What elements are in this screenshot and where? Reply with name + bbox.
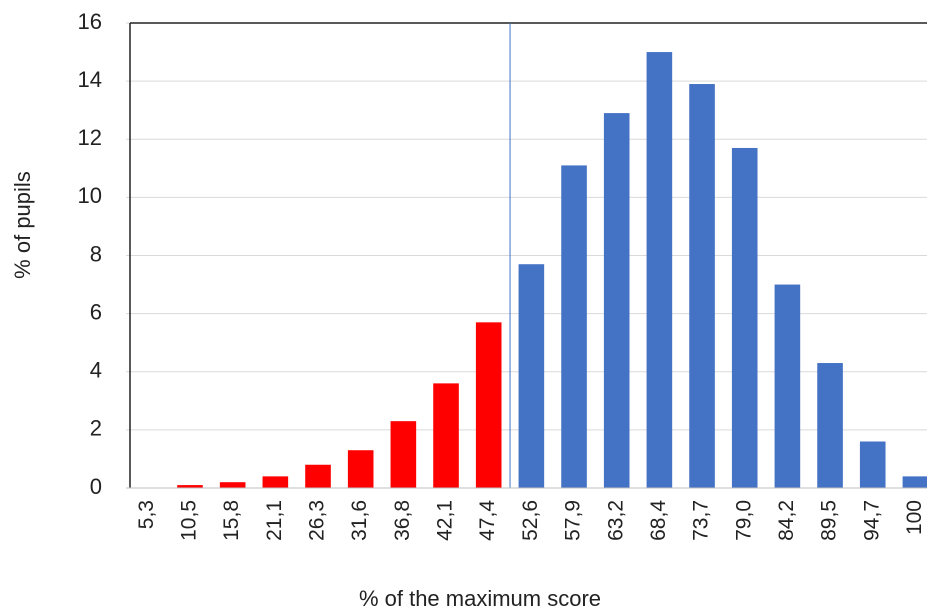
- bar: [518, 264, 545, 488]
- bar: [646, 52, 673, 488]
- bar: [390, 421, 417, 488]
- bar: [774, 284, 801, 488]
- x-tick-label: 31,6: [348, 500, 371, 541]
- bar: [475, 322, 502, 488]
- x-axis-title: % of the maximum score: [359, 586, 601, 611]
- y-tick-label: 10: [78, 183, 102, 208]
- y-tick-label: 4: [90, 358, 102, 383]
- bar: [219, 482, 246, 488]
- bar: [177, 485, 203, 488]
- bar: [347, 450, 374, 488]
- y-tick-label: 16: [78, 9, 102, 34]
- y-tick-label: 12: [78, 125, 102, 150]
- y-tick-label: 2: [90, 416, 102, 441]
- x-tick-label: 15,8: [220, 500, 243, 541]
- x-tick-label: 94,7: [860, 500, 883, 541]
- x-tick-label: 63,2: [604, 500, 627, 541]
- y-tick-label: 0: [90, 474, 102, 499]
- x-tick-label: 36,8: [391, 500, 414, 541]
- y-tick-label: 8: [90, 241, 102, 266]
- x-tick-label: 73,7: [690, 500, 713, 541]
- bar: [817, 363, 843, 488]
- x-tick-label: 84,2: [775, 500, 798, 541]
- y-axis-title: % of pupils: [10, 171, 35, 279]
- bar: [433, 383, 459, 488]
- x-tick-label: 5,3: [135, 500, 158, 529]
- x-tick-label: 89,5: [818, 500, 841, 541]
- bar: [305, 464, 331, 488]
- x-tick-label: 52,6: [519, 500, 542, 541]
- x-tick-label: 10,5: [178, 500, 201, 541]
- x-tick-label: 26,3: [306, 500, 329, 541]
- x-tick-label: 21,1: [263, 500, 286, 541]
- bar: [902, 476, 927, 488]
- x-tick-label: 57,9: [562, 500, 585, 541]
- bar: [561, 165, 587, 488]
- x-tick-label: 47,4: [476, 500, 499, 541]
- y-tick-label: 6: [90, 299, 102, 324]
- bar: [859, 441, 886, 488]
- bar: [603, 113, 630, 488]
- y-tick-label: 14: [78, 67, 102, 92]
- bar: [731, 147, 758, 488]
- x-tick-label: 100: [903, 500, 926, 535]
- bar: [262, 476, 289, 488]
- bar: [689, 84, 715, 488]
- x-tick-label: 79,0: [732, 500, 755, 541]
- x-tick-label: 68,4: [647, 500, 670, 541]
- x-tick-label: 42,1: [434, 500, 457, 541]
